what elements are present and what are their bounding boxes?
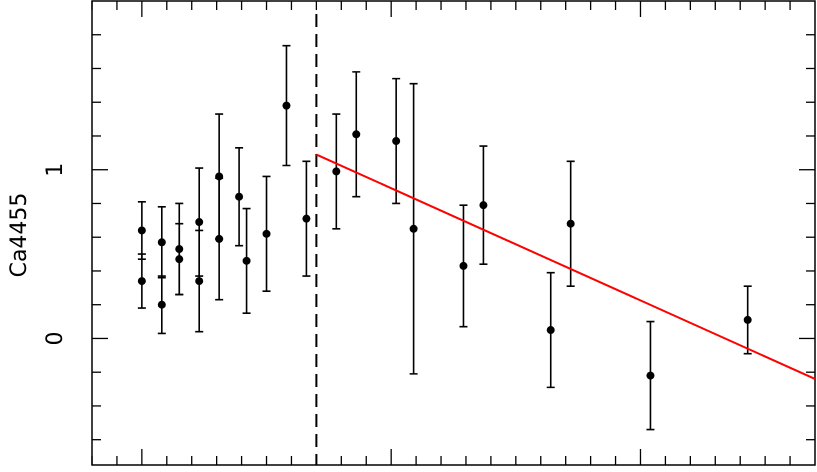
data-point: [546, 326, 555, 335]
plot-frame: [91, 0, 816, 466]
data-point: [137, 226, 146, 235]
data-point: [743, 315, 752, 324]
y-axis-label: Ca4455: [7, 193, 32, 278]
data-point: [262, 229, 271, 238]
data-point: [566, 219, 575, 228]
data-point: [646, 371, 655, 380]
data-point: [352, 130, 361, 139]
data-point: [302, 214, 311, 223]
data-point: [282, 101, 291, 110]
data-point: [195, 277, 204, 286]
data-point: [137, 277, 146, 286]
data-point: [242, 256, 251, 265]
y-tick-label: 1: [43, 163, 68, 177]
data-point: [409, 224, 418, 233]
data-point: [392, 137, 401, 146]
data-point: [157, 238, 166, 247]
y-tick-label: 0: [43, 331, 68, 345]
data-point: [157, 300, 166, 309]
data-point: [459, 261, 468, 270]
data-point: [235, 192, 244, 201]
data-point: [479, 201, 488, 210]
data-point: [332, 167, 341, 176]
fit-line: [315, 153, 816, 380]
data-point: [195, 218, 204, 227]
data-point: [215, 234, 224, 243]
data-point: [175, 255, 184, 264]
